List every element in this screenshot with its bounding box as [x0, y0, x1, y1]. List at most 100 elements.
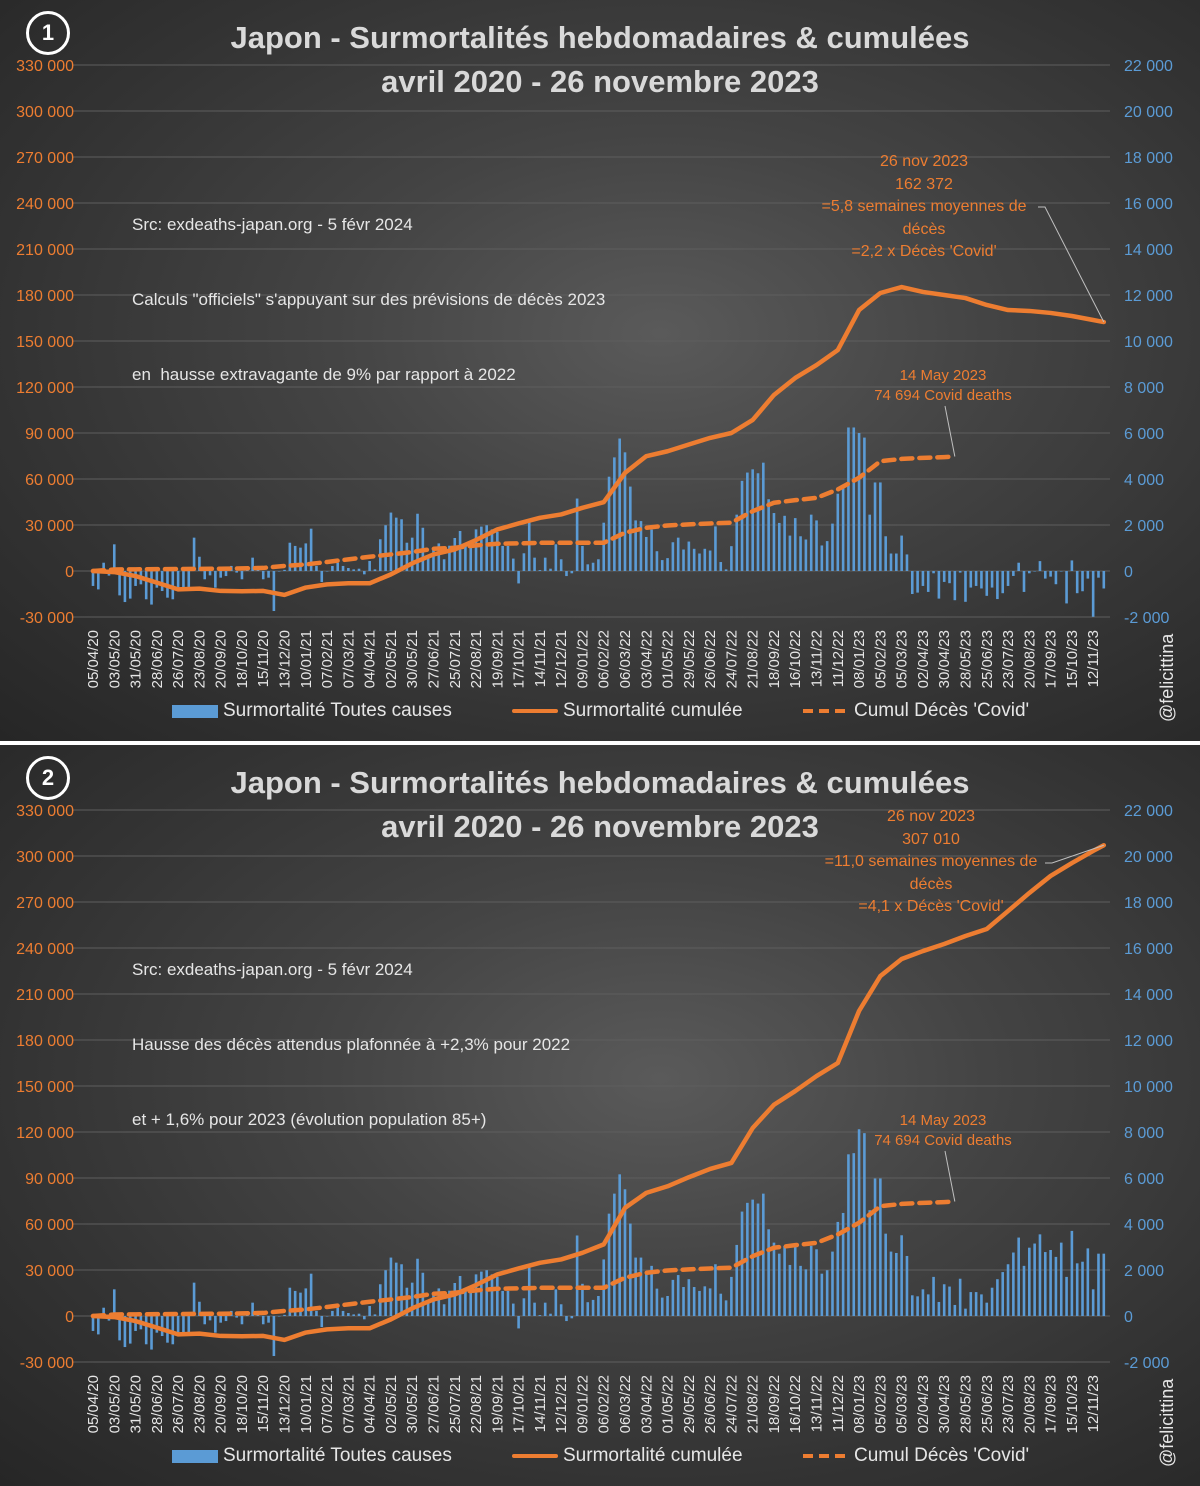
weekly-excess-bar: [788, 1264, 792, 1316]
weekly-excess-bar: [123, 571, 127, 603]
weekly-excess-bar: [937, 1301, 941, 1316]
x-axis-tick-label: 11/12/22: [830, 630, 847, 687]
x-axis-tick-label: 21/08/22: [745, 1375, 762, 1433]
x-axis-tick-label: 17/09/23: [1043, 1375, 1060, 1433]
weekly-excess-bar: [868, 1210, 872, 1316]
x-axis-tick-label: 04/04/21: [362, 1375, 379, 1433]
weekly-excess-bar: [458, 1275, 462, 1316]
weekly-excess-bar: [820, 545, 824, 571]
weekly-excess-bar: [293, 545, 297, 571]
weekly-excess-bar: [634, 520, 637, 571]
weekly-excess-bar: [788, 535, 792, 571]
x-axis-tick-label: 27/06/21: [425, 1375, 442, 1433]
source-note-line: en hausse extravagante de 9% par rapport…: [132, 365, 516, 384]
end-annotation: 26 nov 2023 162 372 =5,8 semaines moyenn…: [794, 151, 1054, 264]
weekly-excess-bar: [634, 1257, 637, 1316]
x-axis-tick-label: 05/04/20: [85, 630, 102, 688]
weekly-excess-bar: [1054, 571, 1058, 585]
weekly-excess-bar: [511, 558, 515, 571]
legend-item-cumulative[interactable]: Surmortalité cumulée: [512, 698, 743, 724]
weekly-excess-bar: [671, 542, 675, 571]
weekly-excess-bar: [921, 571, 925, 586]
weekly-excess-bar: [501, 545, 504, 571]
weekly-excess-bar: [623, 452, 627, 571]
source-note: Src: exdeaths-japan.org - 5 févr 2024 Ha…: [132, 907, 570, 1182]
weekly-excess-bar: [325, 571, 329, 572]
legend-item-covid[interactable]: Cumul Décès 'Covid': [803, 1443, 1029, 1469]
weekly-excess-bar: [570, 571, 574, 574]
x-axis-tick-label: 14/11/21: [532, 630, 549, 687]
weekly-excess-bar: [448, 545, 451, 571]
x-axis-tick-label: 28/06/20: [149, 630, 166, 688]
weekly-excess-bar: [426, 1301, 430, 1316]
chart-2-plot: -30 000 -2 000 0 0 30 000 2 000 60 000 4 000 90 …: [16, 803, 1173, 1433]
legend-item-cumulative[interactable]: Surmortalité cumulée: [512, 1443, 743, 1469]
x-axis-tick-label: 09/01/22: [574, 1375, 591, 1433]
x-axis-tick-label: 31/05/20: [128, 1375, 145, 1433]
weekly-excess-bar: [341, 565, 345, 571]
annotation-line: 14 May 2023: [899, 1112, 987, 1129]
x-axis-tick-label: 23/08/20: [191, 1375, 208, 1433]
weekly-excess-bar: [304, 543, 308, 571]
weekly-excess-bar: [341, 1310, 345, 1316]
weekly-excess-bar: [293, 1290, 297, 1316]
x-axis-tick-label: 07/03/21: [340, 630, 357, 688]
x-axis-tick-label: 17/09/23: [1043, 630, 1060, 688]
weekly-excess-bar: [900, 535, 903, 571]
weekly-excess-bar: [549, 568, 552, 571]
weekly-excess-bar: [1097, 571, 1100, 578]
x-axis-tick-label: 25/06/23: [979, 630, 996, 688]
legend-item-covid[interactable]: Cumul Décès 'Covid': [803, 698, 1029, 724]
left-axis-tick-label: 0: [65, 564, 74, 581]
legend-item-bars[interactable]: Surmortalité Toutes causes: [172, 1443, 452, 1469]
weekly-excess-bar: [480, 526, 483, 571]
weekly-excess-bar: [921, 1289, 925, 1316]
covid-annotation-leader-line: [944, 1150, 956, 1202]
right-axis-tick-label: 20 000: [1124, 849, 1173, 866]
weekly-excess-bar: [597, 1295, 600, 1316]
annotation-line: 26 nov 2023: [886, 808, 976, 825]
weekly-excess-bar: [426, 556, 430, 571]
x-axis-tick-label: 13/12/20: [277, 1375, 294, 1433]
weekly-excess-bar: [102, 1307, 105, 1316]
weekly-excess-bar: [948, 1286, 951, 1316]
weekly-excess-bar: [160, 1316, 164, 1337]
weekly-excess-bar: [910, 1295, 914, 1316]
weekly-excess-bar: [884, 1233, 887, 1316]
legend-item-bars[interactable]: Surmortalité Toutes causes: [172, 698, 452, 724]
weekly-excess-bar: [517, 1316, 520, 1329]
weekly-excess-bar: [746, 472, 749, 571]
weekly-excess-bar: [639, 521, 643, 571]
right-axis-tick-label: 14 000: [1124, 987, 1173, 1004]
weekly-excess-bar: [852, 427, 856, 571]
weekly-excess-bar: [474, 529, 478, 571]
weekly-excess-bar: [543, 557, 547, 571]
x-axis-tick-label: 06/02/22: [596, 630, 613, 688]
weekly-excess-bar: [969, 1292, 973, 1316]
weekly-excess-bar: [879, 482, 882, 571]
weekly-excess-bar: [261, 571, 265, 580]
weekly-excess-bar: [644, 1274, 648, 1316]
x-axis-tick-label: 05/02/23: [872, 1375, 889, 1433]
left-axis-tick-label: -30 000: [20, 610, 74, 627]
weekly-excess-bar: [533, 557, 536, 571]
weekly-excess-bar: [1086, 1248, 1090, 1316]
x-axis-tick-label: 12/11/23: [1085, 630, 1102, 687]
x-axis-tick-label: 23/07/23: [1000, 1375, 1017, 1433]
weekly-excess-bar: [889, 1251, 893, 1316]
weekly-excess-bar: [687, 541, 691, 571]
weekly-excess-bar: [315, 1310, 318, 1316]
weekly-excess-bar: [437, 543, 441, 571]
weekly-excess-bar: [1070, 560, 1074, 571]
weekly-excess-bar: [437, 1288, 441, 1316]
left-axis-tick-label: 90 000: [25, 1171, 74, 1188]
weekly-excess-bar: [1097, 1253, 1100, 1316]
x-axis-tick-label: 05/03/23: [894, 1375, 911, 1433]
weekly-excess-bar: [559, 1304, 563, 1316]
x-axis-tick-label: 26/06/22: [702, 630, 719, 688]
weekly-excess-bar: [517, 571, 520, 584]
weekly-excess-bar: [267, 1316, 270, 1323]
weekly-excess-bar: [660, 1297, 664, 1316]
chart-title-line-2: avril 2020 - 26 novembre 2023: [381, 64, 819, 99]
weekly-excess-bar: [703, 548, 707, 571]
